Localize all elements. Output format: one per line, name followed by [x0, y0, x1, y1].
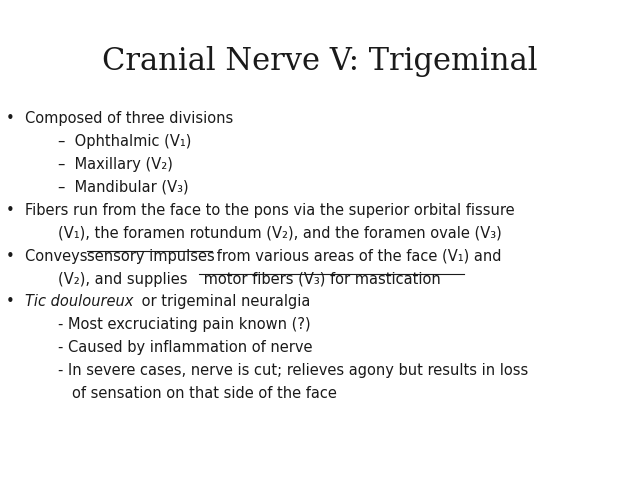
Text: Fibers run from the face to the pons via the superior orbital fissure: Fibers run from the face to the pons via… [25, 203, 515, 218]
Text: - Caused by inflammation of nerve: - Caused by inflammation of nerve [58, 340, 313, 355]
Text: (V₁), the foramen rotundum (V₂), and the foramen ovale (V₃): (V₁), the foramen rotundum (V₂), and the… [58, 226, 502, 240]
Text: Composed of three divisions: Composed of three divisions [25, 111, 233, 126]
Text: - Most excruciating pain known (?): - Most excruciating pain known (?) [58, 317, 311, 332]
Text: Cranial Nerve V: Trigeminal: Cranial Nerve V: Trigeminal [102, 47, 538, 77]
Text: from various areas of the face (V₁) and: from various areas of the face (V₁) and [212, 249, 502, 264]
Text: Conveys: Conveys [25, 249, 92, 264]
Text: –  Mandibular (V₃): – Mandibular (V₃) [58, 180, 189, 195]
Text: •: • [6, 203, 14, 218]
Text: •: • [6, 249, 14, 264]
Text: Tic douloureux: Tic douloureux [25, 294, 133, 310]
Text: or trigeminal neuralgia: or trigeminal neuralgia [138, 294, 310, 310]
Text: sensory impulses: sensory impulses [88, 249, 215, 264]
Text: - In severe cases, nerve is cut; relieves agony but results in loss: - In severe cases, nerve is cut; relieve… [58, 363, 529, 378]
Text: –  Maxillary (V₂): – Maxillary (V₂) [58, 157, 173, 172]
Text: motor fibers (V₃) for mastication: motor fibers (V₃) for mastication [199, 272, 440, 287]
Text: •: • [6, 111, 14, 126]
Text: (V₂), and supplies: (V₂), and supplies [58, 272, 188, 287]
Text: •: • [6, 294, 14, 310]
Text: –  Ophthalmic (V₁): – Ophthalmic (V₁) [58, 134, 192, 149]
Text: of sensation on that side of the face: of sensation on that side of the face [72, 386, 337, 401]
